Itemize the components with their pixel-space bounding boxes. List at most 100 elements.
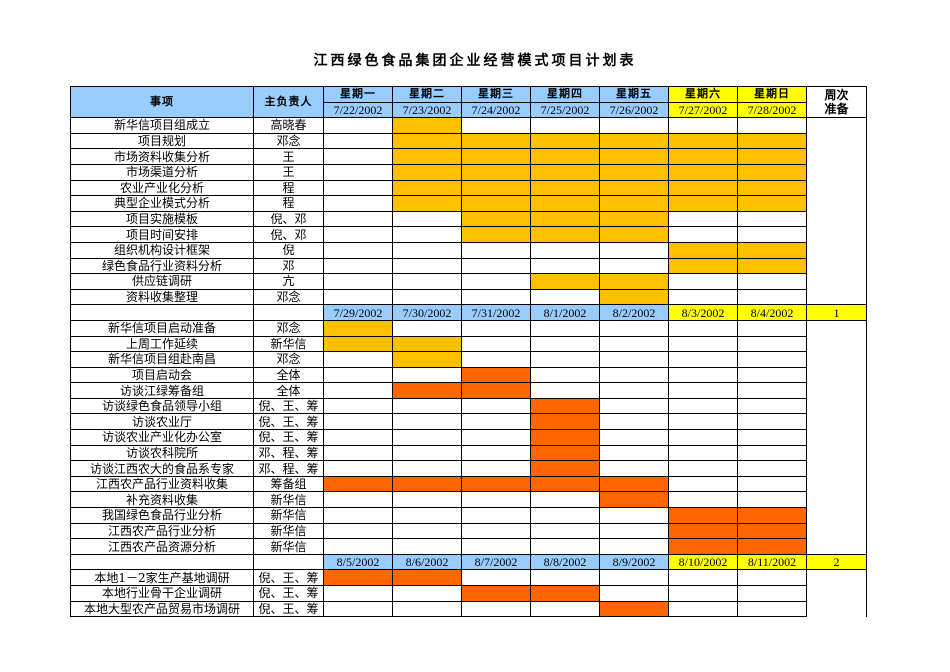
- schedule-empty-cell: [323, 507, 393, 524]
- schedule-empty-cell: [461, 491, 531, 509]
- schedule-empty-cell: [530, 241, 600, 259]
- task-name: 本地1－2家生产基地调研: [70, 569, 254, 586]
- task-owner: 倪: [253, 241, 324, 259]
- week-prep-cell: [806, 164, 867, 181]
- week-prep-cell: [806, 382, 867, 399]
- schedule-empty-cell: [461, 257, 531, 275]
- task-owner: 程: [253, 179, 324, 197]
- schedule-empty-cell: [668, 210, 738, 228]
- schedule-empty-cell: [668, 475, 738, 493]
- task-name: 上周工作延续: [70, 335, 254, 353]
- schedule-bar-cell: [599, 491, 669, 509]
- schedule-empty-cell: [323, 351, 393, 368]
- schedule-empty-cell: [668, 226, 738, 243]
- date-cell: 8/3/2002: [668, 304, 738, 321]
- week-prep-cell: [806, 273, 867, 290]
- header-week-line1: 周次: [824, 88, 849, 103]
- schedule-empty-cell: [461, 429, 531, 446]
- schedule-empty-cell: [599, 241, 669, 259]
- schedule-empty-cell: [737, 491, 807, 509]
- schedule-bar-cell: [461, 382, 531, 399]
- schedule-empty-cell: [392, 288, 462, 306]
- schedule-empty-cell: [392, 397, 462, 415]
- table-row: 访谈绿色食品领导小组 倪、王、筹: [70, 397, 867, 415]
- schedule-empty-cell: [530, 600, 600, 618]
- schedule-empty-cell: [323, 163, 393, 181]
- week-prep-cell: [806, 367, 867, 383]
- schedule-empty-cell: [737, 600, 807, 618]
- schedule-empty-cell: [392, 413, 462, 431]
- task-name: 江西农产品行业资料收集: [70, 475, 254, 493]
- week-prep-cell: [806, 133, 867, 149]
- schedule-empty-cell: [392, 210, 462, 228]
- table-row: 本地行业骨干企业调研 倪、王、筹: [70, 585, 867, 602]
- date-row: 7/29/2002 7/30/2002 7/31/2002 8/1/2002 8/2/2…: [70, 304, 867, 321]
- task-owner: 新华信: [253, 522, 324, 540]
- schedule-empty-cell: [530, 538, 600, 555]
- schedule-empty-cell: [737, 273, 807, 290]
- schedule-empty-cell: [323, 585, 393, 602]
- date-cell: 8/5/2002: [323, 553, 393, 571]
- schedule-empty-cell: [461, 319, 531, 337]
- schedule-empty-cell: [392, 444, 462, 462]
- schedule-bar-cell: [737, 148, 807, 165]
- table-row: 绿色食品行业资料分析邓: [70, 257, 867, 275]
- task-name: 供应链调研: [70, 273, 254, 290]
- week-prep-cell: [806, 601, 867, 617]
- task-name: 补充资料收集: [70, 491, 254, 509]
- table-row: 新华信项目组赴南昌 邓念: [70, 351, 867, 368]
- schedule-empty-cell: [392, 226, 462, 243]
- schedule-empty-cell: [599, 444, 669, 462]
- header-day-fri: 星期五: [599, 86, 669, 103]
- schedule-empty-cell: [461, 351, 531, 368]
- schedule-bar-cell: [392, 335, 462, 353]
- schedule-bar-cell: [530, 429, 600, 446]
- schedule-bar-cell: [668, 195, 738, 212]
- schedule-empty-cell: [668, 382, 738, 399]
- schedule-bar-cell: [737, 163, 807, 181]
- week-prep-cell: [806, 585, 867, 602]
- schedule-bar-cell: [323, 569, 393, 586]
- schedule-empty-cell: [668, 397, 738, 415]
- schedule-bar-cell: [530, 195, 600, 212]
- schedule-empty-cell: [737, 429, 807, 446]
- schedule-bar-cell: [461, 366, 531, 384]
- schedule-bar-cell: [461, 195, 531, 212]
- schedule-empty-cell: [323, 195, 393, 212]
- schedule-bar-cell: [737, 538, 807, 555]
- task-owner: 王: [253, 163, 324, 181]
- schedule-bar-cell: [668, 179, 738, 197]
- table-row: 补充资料收集 新华信: [70, 491, 867, 509]
- date-cell: 7/24/2002: [461, 101, 531, 119]
- date-row-blank-owner: [253, 304, 324, 321]
- table-row: 访谈农科院所 邓、程、筹: [70, 444, 867, 462]
- schedule-empty-cell: [392, 273, 462, 290]
- week-number: 1: [806, 304, 867, 321]
- schedule-empty-cell: [461, 569, 531, 586]
- schedule-bar-cell: [737, 507, 807, 524]
- schedule-empty-cell: [737, 569, 807, 586]
- task-name: 项目时间安排: [70, 226, 254, 243]
- schedule-empty-cell: [323, 600, 393, 618]
- task-name: 项目实施模板: [70, 210, 254, 228]
- schedule-bar-cell: [599, 148, 669, 165]
- header-item: 事项: [70, 85, 254, 119]
- table-row: 项目启动会 全体: [70, 366, 867, 384]
- table-row: 项目规划 邓念: [70, 132, 867, 150]
- week-prep-cell: [806, 195, 867, 212]
- table-row: 江西农产品行业分析 新华信: [70, 522, 867, 540]
- sheet-title: 江西绿色食品集团企业经营模式项目计划表: [313, 53, 637, 69]
- task-owner: 王: [253, 148, 324, 165]
- schedule-bar-cell: [530, 148, 600, 165]
- task-name: 访谈江绿筹备组: [70, 382, 254, 399]
- schedule-empty-cell: [737, 117, 807, 134]
- schedule-empty-cell: [737, 585, 807, 602]
- table-row: 我国绿色食品行业分析 新华信: [70, 507, 867, 524]
- schedule-empty-cell: [323, 444, 393, 462]
- schedule-bar-cell: [668, 241, 738, 259]
- task-name: 组织机构设计框架: [70, 241, 254, 259]
- schedule-empty-cell: [461, 413, 531, 431]
- schedule-empty-cell: [530, 366, 600, 384]
- task-owner: 邓、程、筹: [253, 444, 324, 462]
- date-cell: 8/9/2002: [599, 553, 669, 571]
